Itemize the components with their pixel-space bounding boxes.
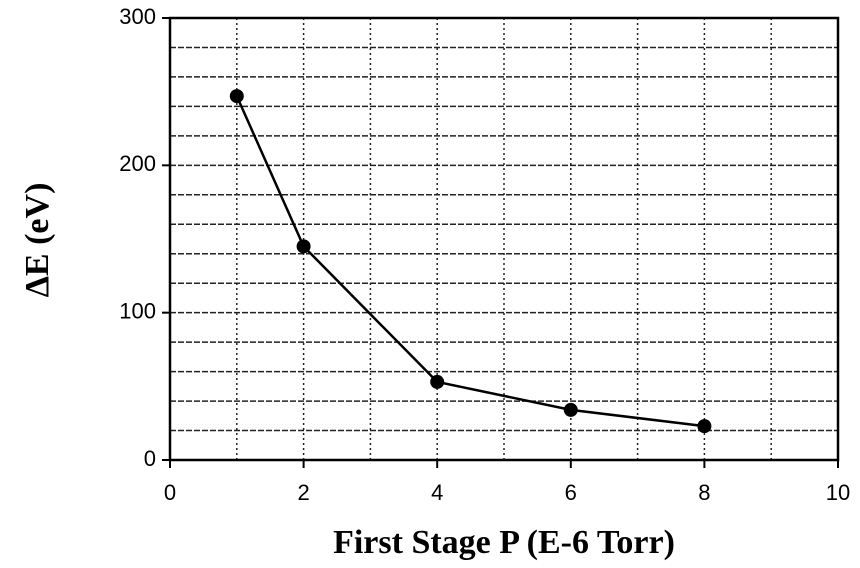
y-tick-label: 300 — [119, 4, 156, 29]
x-tick-label: 4 — [431, 480, 443, 505]
y-axis-label: ΔE (eV) — [19, 183, 56, 298]
x-tick-label: 0 — [164, 480, 176, 505]
x-tick-label: 8 — [698, 480, 710, 505]
plot-frame — [168, 16, 840, 462]
data-point — [697, 419, 712, 434]
y-tick-label: 200 — [119, 151, 156, 176]
x-tick-label: 2 — [297, 480, 309, 505]
data-line — [235, 95, 705, 428]
data-point — [563, 402, 578, 417]
data-point — [430, 374, 445, 389]
data-point — [229, 89, 244, 104]
y-tick-label: 100 — [119, 298, 156, 323]
y-tick-label: 0 — [144, 446, 156, 471]
x-tick-label: 10 — [826, 480, 850, 505]
x-axis-label: First Stage P (E-6 Torr) — [333, 524, 675, 561]
x-tick-label: 6 — [565, 480, 577, 505]
data-point — [296, 239, 311, 254]
